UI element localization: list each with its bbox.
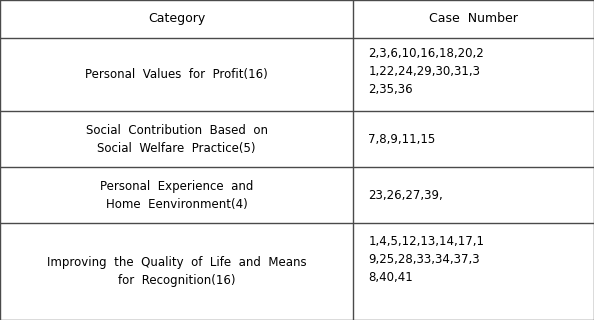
Text: 1,4,5,12,13,14,17,1
9,25,28,33,34,37,3
8,40,41: 1,4,5,12,13,14,17,1 9,25,28,33,34,37,3 8… [368,235,484,284]
Text: Social  Contribution  Based  on
Social  Welfare  Practice(5): Social Contribution Based on Social Welf… [86,124,268,155]
Text: Improving  the  Quality  of  Life  and  Means
for  Recognition(16): Improving the Quality of Life and Means … [47,256,307,287]
Text: 7,8,9,11,15: 7,8,9,11,15 [368,133,435,146]
Text: Case  Number: Case Number [429,12,518,25]
Text: Category: Category [148,12,206,25]
Text: 23,26,27,39,: 23,26,27,39, [368,189,443,202]
Text: Personal  Experience  and
Home  Eenvironment(4): Personal Experience and Home Eenvironmen… [100,180,254,211]
Text: Personal  Values  for  Profit(16): Personal Values for Profit(16) [86,68,268,81]
Text: 2,3,6,10,16,18,20,2
1,22,24,29,30,31,3
2,35,36: 2,3,6,10,16,18,20,2 1,22,24,29,30,31,3 2… [368,47,484,96]
